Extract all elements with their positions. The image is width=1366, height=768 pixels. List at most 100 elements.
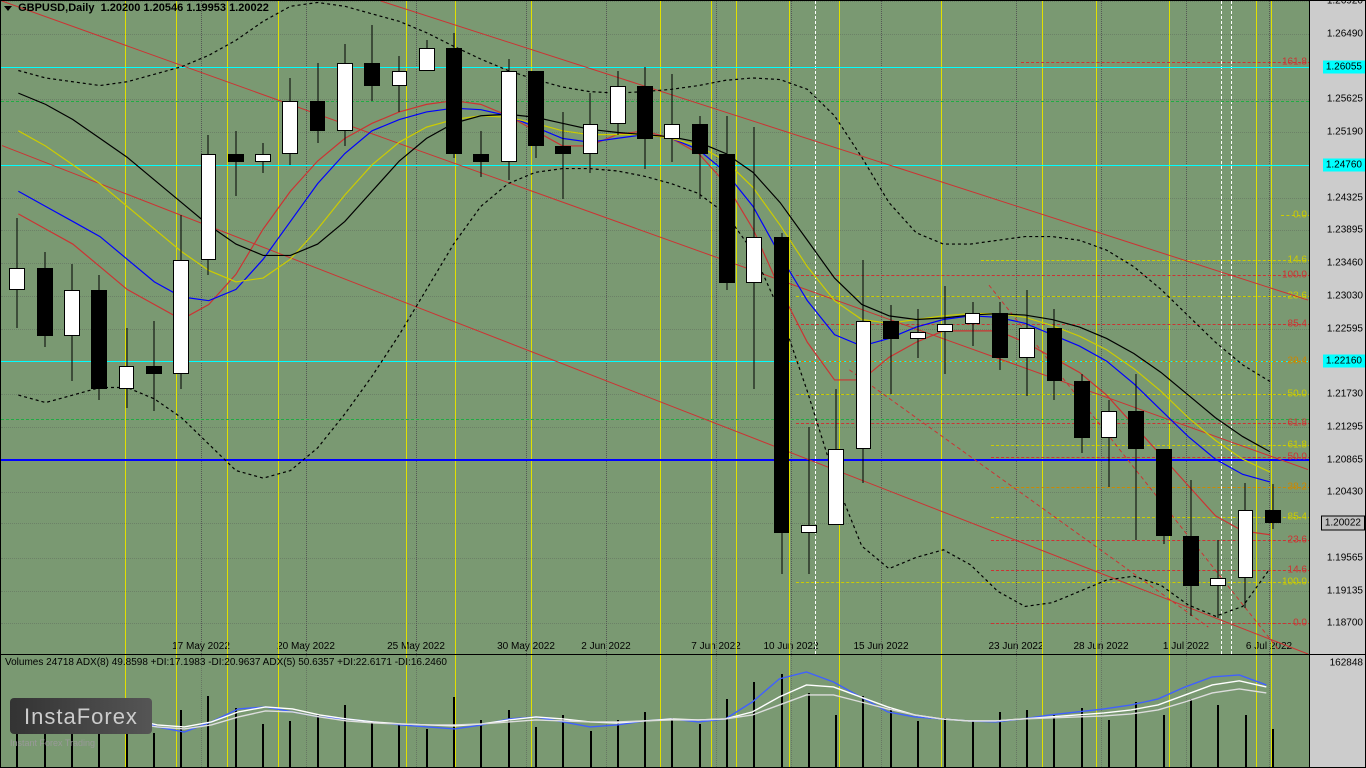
candlestick[interactable] — [883, 1, 899, 655]
session-line-yellow — [278, 655, 279, 767]
candlestick[interactable] — [201, 1, 217, 655]
session-line-yellow — [1096, 655, 1097, 767]
candlestick[interactable] — [774, 1, 790, 655]
volume-bar — [371, 721, 373, 767]
volume-bar — [453, 697, 455, 767]
grid-line-vertical — [1269, 655, 1270, 767]
candlestick[interactable] — [337, 1, 353, 655]
volume-indicator-panel[interactable]: Volumes 24718 ADX(8) 49.8598 +DI:17.1983… — [0, 655, 1310, 768]
candlestick[interactable] — [1210, 1, 1226, 655]
session-line-yellow — [1169, 655, 1170, 767]
candlestick[interactable] — [310, 1, 326, 655]
candlestick[interactable] — [1047, 1, 1063, 655]
volume-bar — [1108, 720, 1110, 767]
session-line-yellow — [531, 655, 532, 767]
candlestick[interactable] — [992, 1, 1008, 655]
fib-level-label: 100.0 — [1282, 270, 1307, 281]
grid-line-vertical — [416, 655, 417, 767]
candlestick[interactable] — [583, 1, 599, 655]
volume-bar — [16, 734, 18, 767]
grid-line-vertical — [526, 655, 527, 767]
volume-bar — [398, 725, 400, 767]
y-axis-tick: 1.19135 — [1327, 585, 1363, 596]
y-axis-tick: 1.18700 — [1327, 618, 1363, 629]
fib-level-label: 61.8 — [1288, 417, 1307, 428]
session-line-yellow — [660, 1, 661, 654]
candlestick[interactable] — [473, 1, 489, 655]
candlestick[interactable] — [528, 1, 544, 655]
fib-level-label: 0.0 — [1293, 618, 1307, 629]
fib-level-label: 100.0 — [1282, 576, 1307, 587]
candlestick[interactable] — [364, 1, 380, 655]
candlestick[interactable] — [746, 1, 762, 655]
candlestick[interactable] — [719, 1, 735, 655]
session-line-yellow — [711, 1, 712, 654]
symbol-label: GBPUSD — [18, 2, 65, 14]
main-price-chart[interactable]: 17 May 202220 May 202225 May 202230 May … — [0, 0, 1310, 655]
chart-container: 17 May 202220 May 202225 May 202230 May … — [0, 0, 1366, 768]
session-line-yellow — [278, 1, 279, 654]
fib-level-label: 38.2 — [1288, 482, 1307, 493]
candlestick[interactable] — [501, 1, 517, 655]
volume-bar — [317, 715, 319, 767]
fib-level-label: 50.0 — [1288, 389, 1307, 400]
candlestick[interactable] — [1074, 1, 1090, 655]
candlestick[interactable] — [1238, 1, 1254, 655]
candlestick[interactable] — [173, 1, 189, 655]
candlestick[interactable] — [692, 1, 708, 655]
candlestick[interactable] — [146, 1, 162, 655]
fib-level-label: 14.6 — [1288, 254, 1307, 265]
y-axis-tick: 1.20865 — [1327, 454, 1363, 465]
volume-bar — [44, 720, 46, 767]
candlestick[interactable] — [282, 1, 298, 655]
candlestick[interactable] — [446, 1, 462, 655]
volume-panel-title: Volumes 24718 ADX(8) 49.8598 +DI:17.1983… — [5, 657, 447, 668]
candlestick[interactable] — [255, 1, 271, 655]
session-line-yellow — [1096, 1, 1097, 654]
candlestick[interactable] — [37, 1, 53, 655]
y-axis-tick: 1.21730 — [1327, 389, 1363, 400]
marker-line-white — [1231, 1, 1232, 654]
session-line-yellow — [941, 655, 942, 767]
fib-level-line — [991, 517, 1310, 518]
timeframe-label: Daily — [68, 2, 94, 14]
candlestick[interactable] — [392, 1, 408, 655]
candlestick[interactable] — [1101, 1, 1117, 655]
grid-line-vertical — [791, 655, 792, 767]
candlestick[interactable] — [1183, 1, 1199, 655]
volume-bar — [753, 682, 755, 767]
candlestick[interactable] — [801, 1, 817, 655]
candlestick[interactable] — [1019, 1, 1035, 655]
candlestick[interactable] — [9, 1, 25, 655]
price-y-axis: 1.269201.264901.260551.256251.251901.247… — [1310, 0, 1366, 655]
candlestick[interactable] — [555, 1, 571, 655]
candlestick[interactable] — [828, 1, 844, 655]
volume-bar — [153, 733, 155, 767]
volume-bar — [126, 729, 128, 767]
volume-bar — [699, 724, 701, 767]
candlestick[interactable] — [965, 1, 981, 655]
candlestick[interactable] — [419, 1, 435, 655]
candlestick[interactable] — [856, 1, 872, 655]
candlestick[interactable] — [664, 1, 680, 655]
chart-title-bar: GBPUSD,Daily 1.20200 1.20546 1.19953 1.2… — [4, 2, 269, 14]
candlestick[interactable] — [610, 1, 626, 655]
candlestick[interactable] — [119, 1, 135, 655]
y-axis-tick: 1.20430 — [1327, 487, 1363, 498]
grid-line-vertical — [306, 655, 307, 767]
grid-line-vertical — [201, 655, 202, 767]
candlestick[interactable] — [937, 1, 953, 655]
candlestick[interactable] — [228, 1, 244, 655]
candlestick[interactable] — [1156, 1, 1172, 655]
grid-line-vertical — [1016, 655, 1017, 767]
candlestick[interactable] — [64, 1, 80, 655]
grid-line-vertical — [716, 655, 717, 767]
candlestick[interactable] — [637, 1, 653, 655]
candlestick[interactable] — [1128, 1, 1144, 655]
candlestick[interactable] — [91, 1, 107, 655]
y-axis-tick: 1.23895 — [1327, 225, 1363, 236]
candlestick[interactable] — [910, 1, 926, 655]
volume-bar — [999, 712, 1001, 767]
volume-bar — [590, 731, 592, 767]
candlestick[interactable] — [1265, 1, 1281, 655]
